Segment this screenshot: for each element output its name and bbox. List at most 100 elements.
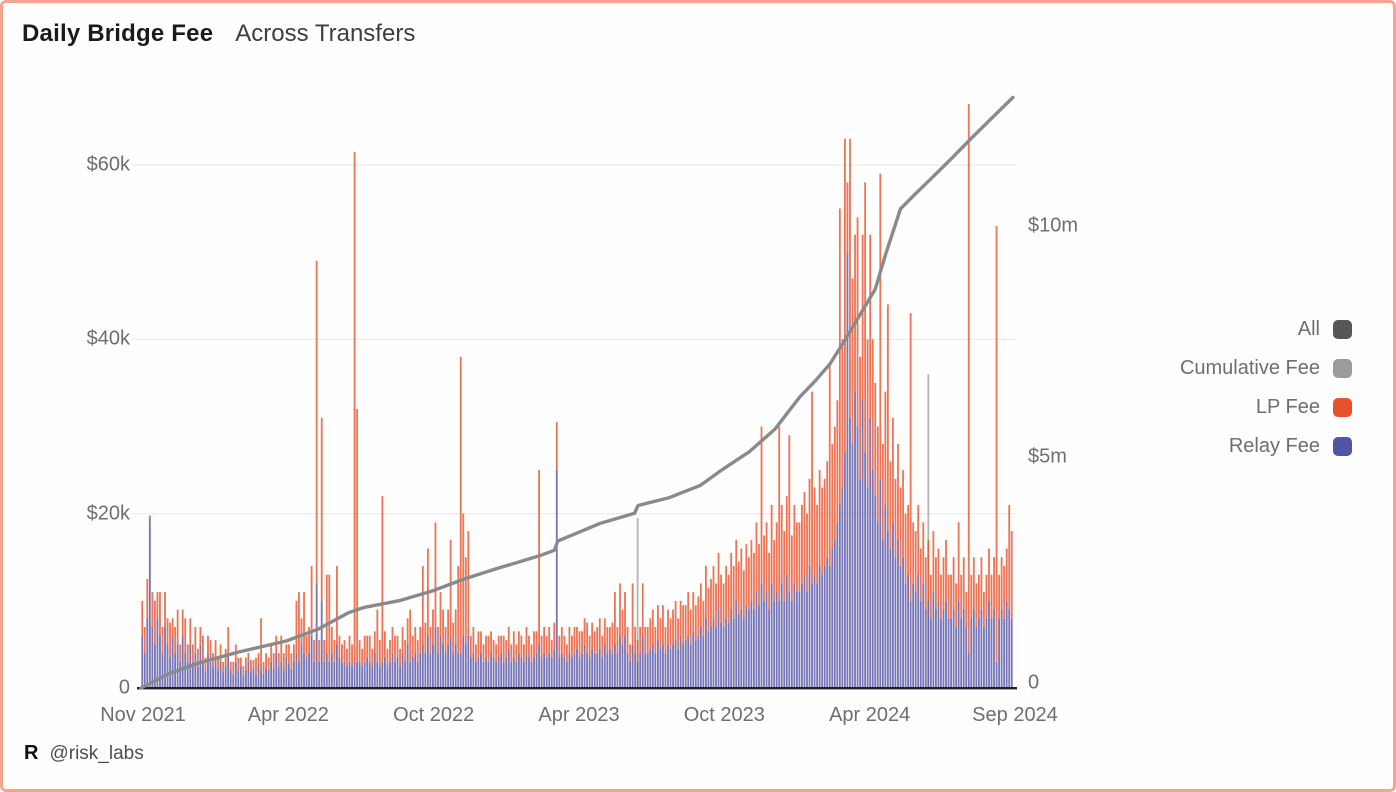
relay-fee-bar: [715, 626, 717, 688]
lp-fee-bar: [755, 522, 758, 593]
relay-fee-bar: [351, 666, 353, 688]
legend-item-lp-fee[interactable]: LP Fee: [1180, 388, 1352, 427]
lp-fee-bar: [181, 609, 184, 636]
lp-fee-bar: [1008, 504, 1011, 610]
relay-fee-bar: [202, 661, 204, 688]
lp-fee-bar: [452, 622, 455, 654]
lp-fee-bar: [778, 426, 781, 601]
lp-fee-bar: [763, 535, 765, 601]
relay-fee-bar: [679, 635, 682, 688]
chart-subtitle: Across Transfers: [235, 20, 416, 47]
lp-fee-bar: [725, 565, 728, 619]
lp-fee-bar: [672, 609, 674, 645]
lp-fee-bar: [727, 574, 730, 623]
relay-fee-bar: [874, 496, 877, 688]
lp-fee-bar: [434, 522, 437, 627]
legend-label: Relay Fee: [1228, 435, 1320, 457]
lp-fee-bar: [265, 653, 268, 668]
lp-fee-bar: [462, 513, 465, 636]
legend-item-cumulative-fee[interactable]: Cumulative Fee: [1180, 349, 1352, 388]
legend-item-all[interactable]: All: [1180, 310, 1352, 349]
lp-fee-bar: [366, 635, 369, 658]
x-axis-label: Nov 2021: [100, 704, 186, 726]
relay-fee-bar: [196, 666, 199, 688]
lp-fee-bar: [335, 565, 338, 645]
relay-fee-bar: [626, 653, 629, 688]
relay-fee-bar: [897, 539, 899, 688]
relay-fee-bar: [922, 583, 925, 688]
lp-fee-bar: [662, 605, 664, 645]
relay-fee-bar: [320, 600, 323, 688]
relay-fee-bar: [995, 661, 998, 688]
lp-fee-bar: [442, 609, 444, 645]
y-axis-label-right: 0: [1028, 671, 1040, 694]
lp-fee-bar: [555, 422, 558, 471]
lp-fee-bar: [424, 622, 427, 654]
lp-fee-bar: [490, 631, 492, 654]
relay-fee-bar: [838, 504, 841, 688]
relay-fee-bar: [773, 600, 776, 688]
relay-fee-bar: [801, 583, 803, 688]
lp-fee-bar: [153, 600, 156, 645]
lp-fee-bar: [469, 635, 472, 658]
relay-fee-bar: [735, 600, 738, 688]
relay-fee-bar: [212, 666, 214, 688]
lp-fee-bar: [651, 609, 654, 645]
lp-fee-bar: [677, 618, 680, 649]
lp-fee-bar: [593, 631, 596, 654]
lp-fee-bar: [902, 470, 904, 558]
lp-fee-bar: [401, 626, 404, 654]
relay-fee-bar: [924, 609, 927, 688]
lp-fee-bar: [581, 631, 583, 654]
relay-fee-bar: [851, 443, 854, 688]
lp-fee-bar: [543, 626, 546, 654]
relay-fee-bar: [662, 644, 664, 688]
relay-fee-bar: [242, 674, 245, 688]
lp-fee-bar: [854, 234, 856, 392]
lp-fee-bar: [310, 565, 313, 636]
relay-fee-bar: [1010, 618, 1013, 688]
lp-fee-bar: [603, 618, 606, 645]
lp-fee-bar: [967, 103, 970, 654]
relay-fee-bar: [482, 661, 485, 688]
chart-footer: R @risk_labs: [24, 742, 144, 765]
relay-fee-bar: [525, 653, 528, 688]
all-bar: [636, 518, 639, 688]
relay-fee-bar: [955, 626, 958, 688]
relay-fee-bar: [775, 592, 778, 688]
relay-fee-bar: [257, 663, 260, 688]
lp-fee-bar: [343, 640, 346, 662]
relay-fee-bar: [229, 670, 232, 688]
lp-fee-bar: [500, 635, 503, 654]
relay-fee-bar: [469, 657, 472, 688]
relay-fee-bar: [285, 657, 288, 688]
lp-fee-bar: [697, 596, 700, 636]
relay-fee-bar: [806, 592, 808, 688]
lp-fee-bar: [983, 592, 985, 627]
relay-fee-bar: [664, 653, 667, 688]
relay-fee-bar: [816, 583, 819, 688]
relay-fee-bar: [194, 653, 197, 688]
relay-fee-bar: [649, 648, 652, 688]
lp-fee-bar: [227, 626, 230, 654]
lp-fee-bar: [598, 618, 601, 649]
y-axis-label-left: 0: [118, 676, 130, 699]
lp-fee-bar: [143, 626, 146, 654]
lp-fee-bar: [993, 557, 995, 610]
x-axis-label: Apr 2022: [247, 704, 329, 726]
lp-fee-bar: [447, 609, 450, 645]
relay-fee-bar: [707, 631, 710, 688]
relay-fee-bar: [558, 657, 561, 688]
legend-item-relay-fee[interactable]: Relay Fee: [1180, 427, 1352, 466]
relay-fee-bar: [702, 635, 705, 688]
lp-fee-bar: [298, 592, 300, 662]
relay-fee-bar: [538, 644, 540, 688]
lp-fee-bar: [146, 579, 149, 619]
relay-fee-bar: [449, 635, 452, 688]
relay-fee-bar: [970, 618, 973, 688]
cumulative-fee-swatch-icon: [1333, 359, 1352, 378]
relay-fee-bar: [272, 668, 275, 688]
relay-fee-bar: [260, 670, 262, 688]
relay-fee-bar: [523, 661, 525, 688]
lp-fee-bar: [801, 504, 803, 584]
